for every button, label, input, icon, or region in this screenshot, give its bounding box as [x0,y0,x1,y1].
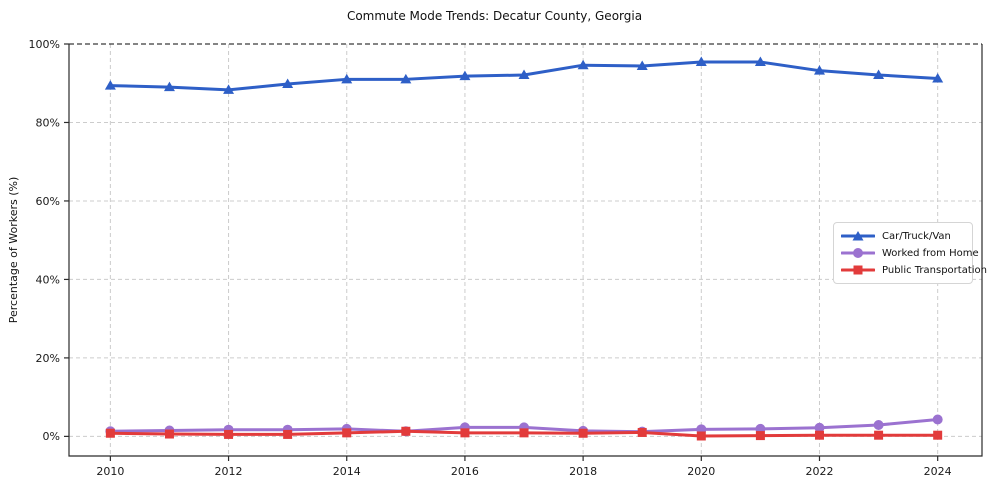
legend-item-public-transportation: Public Transportation [841,262,987,278]
series-marker-public-transportation [105,428,115,438]
series-marker-public-transportation [933,430,943,440]
legend: Car/Truck/Van Worked from Home Public Tran… [833,222,987,284]
series-marker-car-truck-van [636,60,648,70]
y-tick-label: 100% [29,38,60,51]
series-marker-car-truck-van [695,56,707,67]
legend-item-car-truck-van: Car/Truck/Van [841,228,965,244]
series-marker-car-truck-van [104,80,116,90]
legend-sample-marker [852,231,864,241]
legend-marker-square-icon [841,265,875,275]
x-tick-label: 2016 [451,465,479,478]
x-tick-label: 2014 [333,465,361,478]
series-marker-car-truck-van [754,56,766,67]
series-marker-public-transportation [460,428,470,438]
series-marker-car-truck-van [813,65,825,75]
series-marker-worked-from-home [932,414,943,425]
series-marker-public-transportation [283,429,293,439]
y-tick-label: 80% [36,116,60,129]
y-tick-label: 60% [36,195,60,208]
legend-marker-triangle-icon [841,231,875,241]
series-marker-public-transportation [874,430,884,440]
series-marker-car-truck-van [163,81,175,92]
y-tick-label: 40% [36,273,60,286]
legend-label: Worked from Home [882,247,979,259]
x-tick-label: 2010 [96,465,124,478]
series-marker-car-truck-van [223,84,235,94]
series-marker-car-truck-van [459,70,471,81]
series-marker-car-truck-van [400,73,412,84]
legend-item-worked-from-home: Worked from Home [841,245,979,261]
series-marker-car-truck-van [932,73,944,83]
series-marker-public-transportation [519,428,529,438]
axis-spines [68,44,983,457]
legend-label: Car/Truck/Van [882,230,951,242]
series-marker-car-truck-van [873,69,885,79]
legend-marker-circle-icon [841,248,875,258]
chart-title: Commute Mode Trends: Decatur County, Geo… [346,9,643,23]
series-marker-public-transportation [814,430,824,440]
series-marker-car-truck-van [341,73,353,84]
series-marker-car-truck-van [282,78,294,89]
series-marker-public-transportation [696,431,706,441]
series-marker-public-transportation [164,429,174,439]
series-marker-worked-from-home [814,422,825,433]
series-marker-car-truck-van [577,59,589,70]
legend-sample-marker [853,265,863,275]
series-marker-public-transportation [401,426,411,436]
series-marker-public-transportation [578,428,588,438]
x-tick-label: 2012 [215,465,243,478]
series-marker-public-transportation [224,429,234,439]
x-tick-label: 2022 [805,465,833,478]
series-marker-public-transportation [755,431,765,441]
x-tick-label: 2020 [687,465,715,478]
x-tick-label: 2024 [924,465,952,478]
y-tick-label: 20% [36,352,60,365]
series-marker-public-transportation [342,428,352,438]
legend-sample-marker [853,248,863,258]
x-tick-label: 2018 [569,465,597,478]
series-marker-worked-from-home [873,420,884,431]
legend-label: Public Transportation [882,264,987,276]
series-marker-public-transportation [637,427,647,437]
y-tick-label: 0% [43,430,60,443]
series-marker-car-truck-van [518,69,530,79]
